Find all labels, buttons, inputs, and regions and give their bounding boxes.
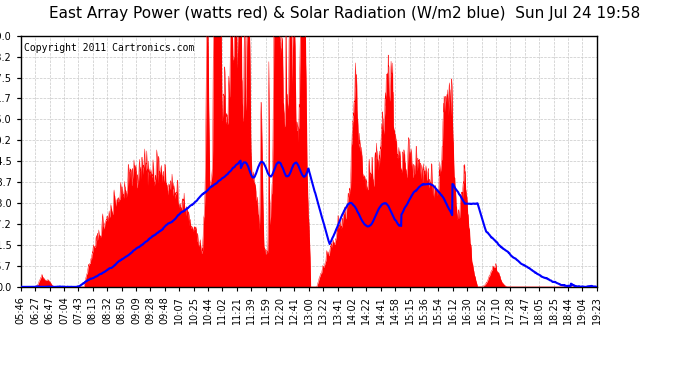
Text: Copyright 2011 Cartronics.com: Copyright 2011 Cartronics.com (23, 43, 194, 53)
Text: East Array Power (watts red) & Solar Radiation (W/m2 blue)  Sun Jul 24 19:58: East Array Power (watts red) & Solar Rad… (50, 6, 640, 21)
